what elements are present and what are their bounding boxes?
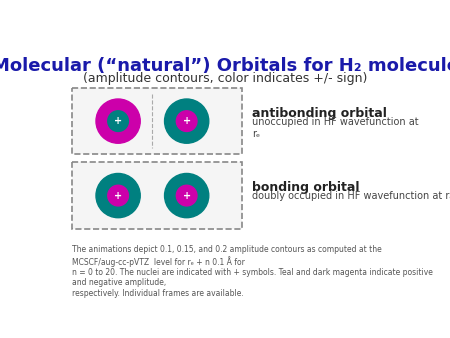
Text: +: +	[114, 191, 122, 200]
Circle shape	[108, 111, 128, 131]
Circle shape	[96, 173, 140, 218]
Text: +: +	[183, 116, 191, 126]
Circle shape	[165, 99, 209, 143]
Text: +: +	[114, 116, 122, 126]
Circle shape	[165, 173, 209, 218]
Circle shape	[108, 185, 128, 206]
Text: The animations depict 0.1, 0.15, and 0.2 amplitude contours as computed at the M: The animations depict 0.1, 0.15, and 0.2…	[72, 245, 433, 298]
Circle shape	[176, 185, 197, 206]
FancyBboxPatch shape	[72, 162, 242, 229]
Text: +: +	[183, 191, 191, 200]
Circle shape	[176, 111, 197, 131]
Circle shape	[96, 99, 140, 143]
Text: bonding orbital: bonding orbital	[252, 181, 360, 194]
Text: doubly occupied in HF wavefunction at rₑ: doubly occupied in HF wavefunction at rₑ	[252, 191, 450, 201]
FancyBboxPatch shape	[72, 88, 242, 154]
Text: Molecular (“natural”) Orbitals for H₂ molecule: Molecular (“natural”) Orbitals for H₂ mo…	[0, 57, 450, 75]
Text: unoccupied in HF wavefunction at
rₑ: unoccupied in HF wavefunction at rₑ	[252, 117, 419, 139]
Text: (amplitude contours, color indicates +/- sign): (amplitude contours, color indicates +/-…	[83, 72, 367, 85]
Text: antibonding orbital: antibonding orbital	[252, 107, 387, 120]
